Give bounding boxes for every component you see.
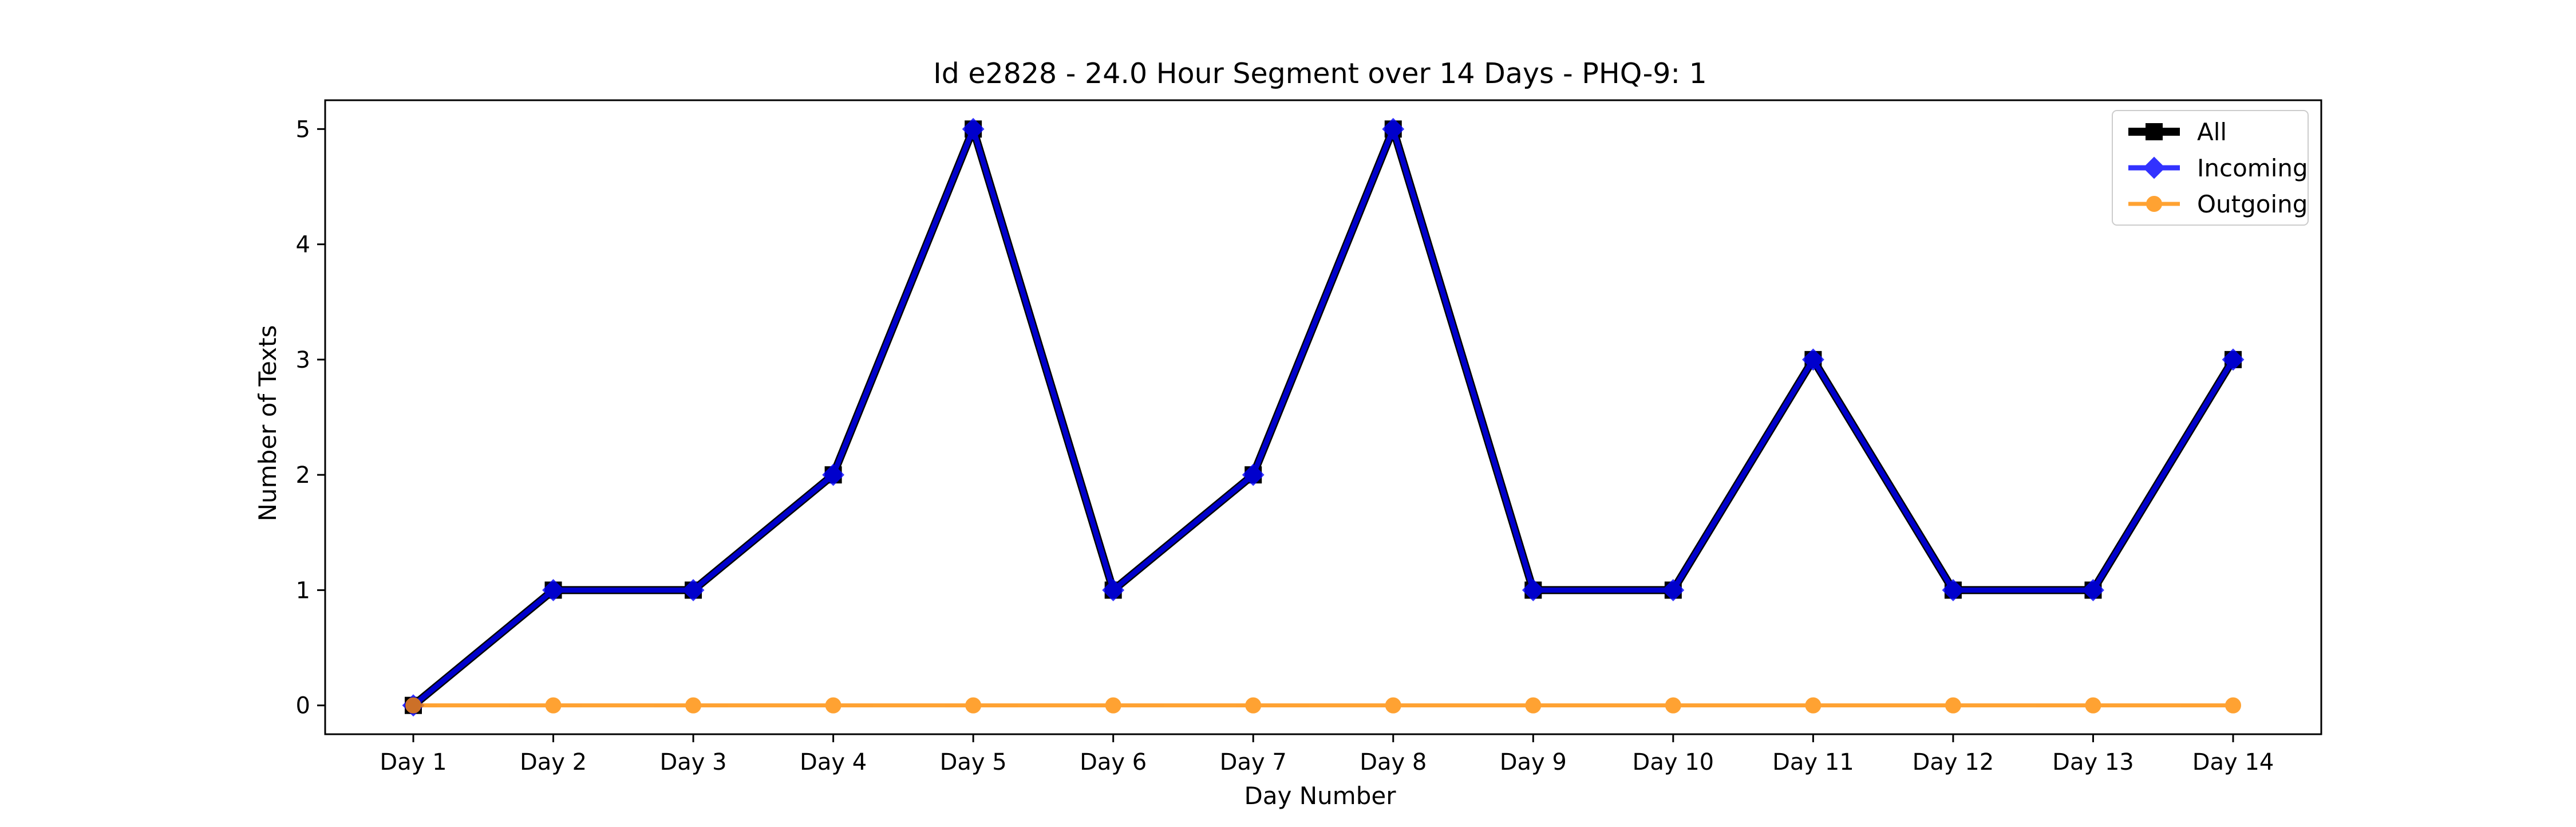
x-tick-label: Day 1 [380, 749, 447, 775]
data-point [1665, 697, 1681, 714]
x-tick-label: Day 5 [940, 749, 1007, 775]
data-point [822, 463, 845, 486]
data-point [1385, 697, 1401, 714]
x-axis-ticks: Day 1 Day 2 Day 3 Day 4 Day 5 Day 6 Day 7 Day 8… [380, 734, 2274, 775]
x-tick-label: Day 11 [1772, 749, 1854, 775]
y-tick-label: 2 [296, 462, 310, 489]
x-tick-label: Day 8 [1360, 749, 1427, 775]
data-point [682, 578, 705, 601]
y-tick-label: 0 [296, 693, 310, 719]
x-tick-label: Day 3 [659, 749, 726, 775]
y-tick-label: 4 [296, 232, 310, 258]
x-tick-label: Day 12 [1913, 749, 1994, 775]
data-point [965, 697, 982, 714]
legend-item-incoming [2128, 156, 2180, 179]
data-point [1242, 463, 1265, 486]
data-point [962, 117, 985, 140]
chart-title: Id e2828 - 24.0 Hour Segment over 14 Day… [933, 57, 1707, 90]
data-point [1382, 117, 1405, 140]
legend-item-all [2128, 123, 2180, 140]
legend-marker [2146, 123, 2163, 140]
y-tick-label: 5 [296, 116, 310, 143]
series-line [412, 126, 2235, 708]
x-tick-label: Day 13 [2052, 749, 2134, 775]
data-point [545, 697, 562, 714]
legend: All Incoming Outgoing [2112, 110, 2309, 226]
x-tick-label: Day 9 [1500, 749, 1567, 775]
data-point [825, 697, 841, 714]
data-point [685, 697, 702, 714]
data-point [542, 578, 564, 601]
data-point [405, 697, 421, 714]
legend-item-outgoing [2128, 196, 2180, 212]
y-tick-label: 3 [296, 347, 310, 373]
series-outgoing [405, 697, 2241, 714]
x-tick-label: Day 14 [2192, 749, 2274, 775]
data-point [2225, 697, 2241, 714]
y-axis-ticks: 0 1 2 3 4 5 [296, 116, 325, 719]
data-point [1102, 578, 1125, 601]
legend-marker [2146, 196, 2162, 212]
data-point [1942, 578, 1965, 601]
data-point [1662, 578, 1685, 601]
series-layer [402, 117, 2245, 717]
data-point [1522, 578, 1544, 601]
data-point [1801, 348, 1824, 371]
data-point [2085, 697, 2101, 714]
data-point [1245, 697, 1262, 714]
data-point [2082, 578, 2104, 601]
data-point [1945, 697, 1961, 714]
data-point [1805, 697, 1822, 714]
x-tick-label: Day 7 [1220, 749, 1287, 775]
y-tick-label: 1 [296, 577, 310, 604]
legend-label: Incoming [2197, 154, 2308, 182]
legend-marker [2143, 156, 2166, 179]
x-tick-label: Day 10 [1633, 749, 1714, 775]
x-tick-label: Day 6 [1080, 749, 1147, 775]
data-point [2222, 348, 2245, 371]
data-point [1525, 697, 1542, 714]
legend-label: Outgoing [2197, 190, 2308, 218]
x-tick-label: Day 4 [800, 749, 867, 775]
x-axis-label: Day Number [1244, 782, 1396, 810]
legend-items: All Incoming Outgoing [2128, 118, 2308, 218]
y-axis-label: Number of Texts [254, 325, 282, 522]
plot-frame [324, 99, 2322, 735]
data-point [1105, 697, 1121, 714]
legend-label: All [2197, 118, 2227, 146]
x-tick-label: Day 2 [520, 749, 587, 775]
